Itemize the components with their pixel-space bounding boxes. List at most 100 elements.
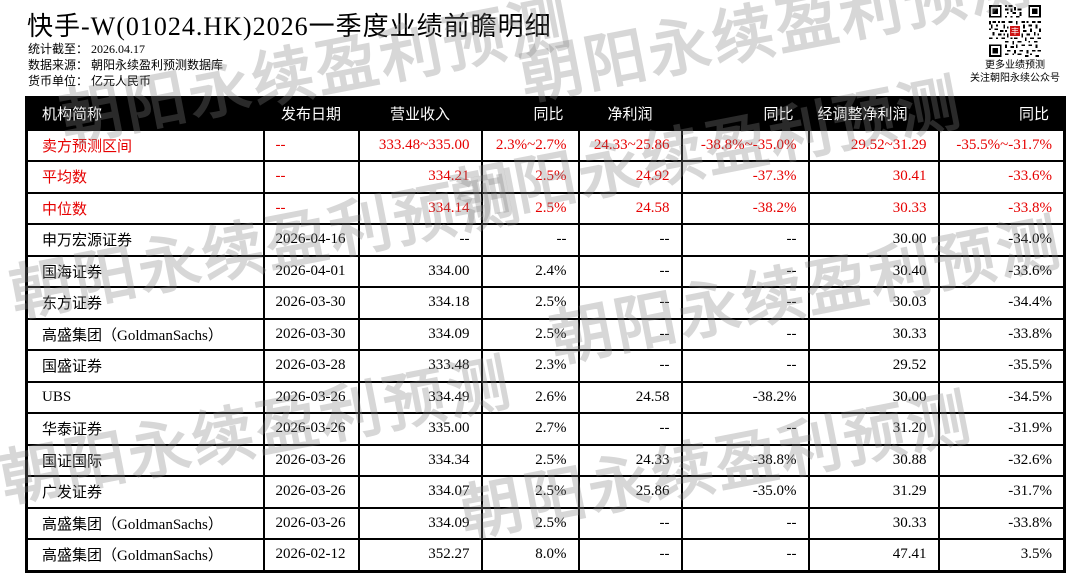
table-row: 高盛集团（GoldmanSachs） 2026-03-26 334.09 2.5% --… <box>25 506 1066 540</box>
table-cell: 30.88 <box>807 443 940 477</box>
table-cell: -- <box>577 223 683 257</box>
table-cell: -37.3% <box>680 160 810 194</box>
table-cell: 2.5% <box>480 160 580 194</box>
table-cell: 2.5% <box>480 443 580 477</box>
table-cell: 8.0% <box>480 538 580 572</box>
table-cell: -- <box>262 128 360 162</box>
table-cell: 申万宏源证券 <box>25 223 265 257</box>
table-cell: 334.14 <box>357 191 483 225</box>
table-cell: -38.8%~-35.0% <box>680 128 810 162</box>
column-header: 净利润 <box>577 96 683 131</box>
table-cell: 国证国际 <box>25 443 265 477</box>
table-cell: -38.8% <box>680 443 810 477</box>
table-cell: -- <box>262 191 360 225</box>
table-row: 广发证券 2026-03-26 334.07 2.5% 25.86 -35.0% 31.29… <box>25 475 1066 509</box>
table-cell: 东方证券 <box>25 286 265 320</box>
table-cell: -32.6% <box>937 443 1066 477</box>
table-cell: -35.5% <box>937 349 1066 383</box>
table-cell: 3.5% <box>937 538 1066 572</box>
table-cell: 2.5% <box>480 506 580 540</box>
column-header: 同比 <box>480 96 580 131</box>
table-cell: 333.48~335.00 <box>357 128 483 162</box>
qr-code-icon: 丰 <box>989 5 1041 57</box>
column-header: 营业收入 <box>357 96 483 131</box>
table-cell: 2.3%~2.7% <box>480 128 580 162</box>
table-cell: -34.0% <box>937 223 1066 257</box>
table-header-row: 机构简称 发布日期 营业收入 同比 净利润 同比 经调整净利润 同比 <box>25 96 1066 131</box>
table-cell: -- <box>577 506 683 540</box>
table-cell: 2026-03-26 <box>262 506 360 540</box>
column-header: 机构简称 <box>25 96 265 131</box>
table-cell: 2026-03-30 <box>262 286 360 320</box>
report-meta: 统计截至： 2026.04.17 数据来源： 朝阳永续盈利预测数据库 货币单位：… <box>28 41 223 89</box>
table-cell: -- <box>680 317 810 351</box>
table-cell: 2.7% <box>480 412 580 446</box>
table-cell: -34.5% <box>937 380 1066 414</box>
column-header: 经调整净利润 <box>807 96 940 131</box>
table-cell: -- <box>577 349 683 383</box>
qr-block: 丰 更多业绩预测 关注朝阳永续公众号 <box>956 5 1074 85</box>
table-cell: 高盛集团（GoldmanSachs） <box>25 538 265 572</box>
table-row: 华泰证券 2026-03-26 335.00 2.7% -- -- 31.20 -31.9% <box>25 412 1066 446</box>
table-cell: 2026-03-28 <box>262 349 360 383</box>
table-cell: -- <box>577 538 683 572</box>
meta-currency-unit: 货币单位： 亿元人民币 <box>28 74 152 88</box>
table-cell: -38.2% <box>680 191 810 225</box>
table-row: 国证国际 2026-03-26 334.34 2.5% 24.33 -38.8% 30.88… <box>25 443 1066 477</box>
table-row: 国盛证券 2026-03-28 333.48 2.3% -- -- 29.52 -35.5% <box>25 349 1066 383</box>
table-cell: UBS <box>25 380 265 414</box>
meta-stat-date: 统计截至： 2026.04.17 <box>28 42 146 56</box>
table-row: 东方证券 2026-03-30 334.18 2.5% -- -- 30.03 -34.4% <box>25 286 1066 320</box>
table-cell: 334.21 <box>357 160 483 194</box>
table-row: 中位数 -- 334.14 2.5% 24.58 -38.2% 30.33 -33.8% <box>25 191 1066 225</box>
table-cell: -- <box>357 223 483 257</box>
table-cell: -38.2% <box>680 380 810 414</box>
table-cell: 30.33 <box>807 191 940 225</box>
table-cell: -- <box>680 286 810 320</box>
table-cell: 卖方预测区间 <box>25 128 265 162</box>
table-cell: 31.29 <box>807 475 940 509</box>
table-cell: 30.40 <box>807 254 940 288</box>
table-cell: 30.00 <box>807 380 940 414</box>
table-cell: 30.00 <box>807 223 940 257</box>
table-cell: 高盛集团（GoldmanSachs） <box>25 506 265 540</box>
table-cell: -- <box>680 506 810 540</box>
table-cell: 24.58 <box>577 380 683 414</box>
table-cell: 高盛集团（GoldmanSachs） <box>25 317 265 351</box>
table-cell: 24.92 <box>577 160 683 194</box>
table-cell: 2026-04-16 <box>262 223 360 257</box>
table-cell: 2026-02-12 <box>262 538 360 572</box>
table-cell: 334.09 <box>357 506 483 540</box>
table-cell: 334.49 <box>357 380 483 414</box>
table-cell: -31.7% <box>937 475 1066 509</box>
qr-caption-2: 关注朝阳永续公众号 <box>970 73 1060 84</box>
table-cell: 24.33 <box>577 443 683 477</box>
table-cell: 29.52~31.29 <box>807 128 940 162</box>
table-cell: 2026-03-26 <box>262 475 360 509</box>
table-body: 卖方预测区间 -- 333.48~335.00 2.3%~2.7% 24.33~25.8… <box>25 128 1066 572</box>
table-cell: -33.8% <box>937 506 1066 540</box>
table-cell: -- <box>577 412 683 446</box>
table-cell: 2.5% <box>480 286 580 320</box>
table-cell: 30.33 <box>807 506 940 540</box>
table-cell: 2.6% <box>480 380 580 414</box>
table-cell: 华泰证券 <box>25 412 265 446</box>
table-cell: -33.8% <box>937 191 1066 225</box>
table-cell: 国盛证券 <box>25 349 265 383</box>
table-row: 平均数 -- 334.21 2.5% 24.92 -37.3% 30.41 -33.6% <box>25 160 1066 194</box>
table-cell: -- <box>680 223 810 257</box>
table-cell: 30.33 <box>807 317 940 351</box>
forecast-table: 机构简称 发布日期 营业收入 同比 净利润 同比 经调整净利润 同比 卖方预测区间 -- 333.… <box>25 96 1066 573</box>
table-cell: 国海证券 <box>25 254 265 288</box>
table-cell: 334.00 <box>357 254 483 288</box>
svg-text:丰: 丰 <box>1011 26 1019 36</box>
table-cell: -- <box>480 223 580 257</box>
table-cell: -- <box>577 254 683 288</box>
table-cell: -- <box>680 538 810 572</box>
column-header: 同比 <box>680 96 810 131</box>
table-cell: 334.07 <box>357 475 483 509</box>
table-cell: 2.3% <box>480 349 580 383</box>
table-cell: 333.48 <box>357 349 483 383</box>
meta-data-source: 数据来源： 朝阳永续盈利预测数据库 <box>28 58 224 72</box>
table-cell: -- <box>680 254 810 288</box>
